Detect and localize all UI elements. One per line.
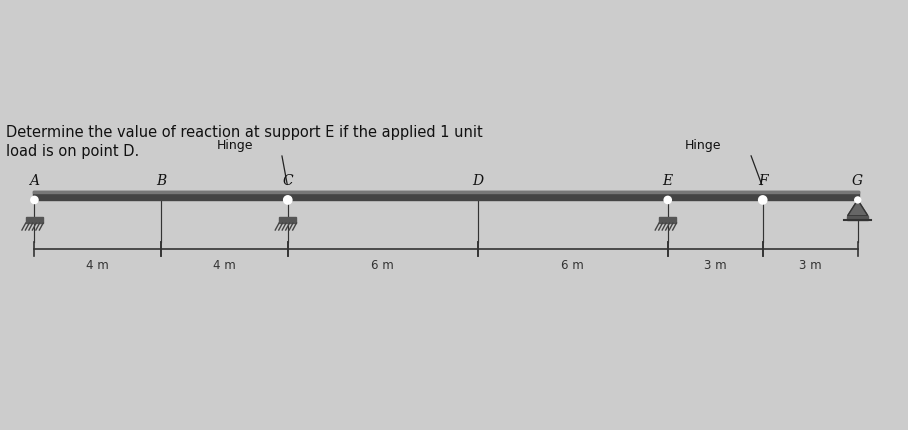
Text: 4 m: 4 m xyxy=(86,258,109,271)
Text: A: A xyxy=(29,174,39,188)
Circle shape xyxy=(31,197,38,204)
Bar xyxy=(33,192,859,200)
Text: G: G xyxy=(853,174,864,188)
Text: 4 m: 4 m xyxy=(213,258,236,271)
Text: D: D xyxy=(472,174,483,188)
Circle shape xyxy=(665,197,671,204)
Bar xyxy=(659,218,676,224)
Circle shape xyxy=(284,197,291,204)
Bar xyxy=(33,192,859,194)
Circle shape xyxy=(759,197,766,204)
Text: B: B xyxy=(156,174,166,188)
Text: Hinge: Hinge xyxy=(685,139,722,152)
Bar xyxy=(279,218,297,224)
Bar xyxy=(847,216,868,221)
Text: 6 m: 6 m xyxy=(561,258,584,271)
Text: E: E xyxy=(663,174,673,188)
Text: Hinge: Hinge xyxy=(216,139,253,152)
Circle shape xyxy=(854,198,861,203)
Text: 3 m: 3 m xyxy=(799,258,822,271)
Text: Determine the value of reaction at support E if the applied 1 unit: Determine the value of reaction at suppo… xyxy=(6,125,483,140)
Text: C: C xyxy=(282,174,293,188)
Text: 6 m: 6 m xyxy=(371,258,394,271)
Polygon shape xyxy=(847,200,868,216)
Text: 3 m: 3 m xyxy=(704,258,726,271)
Bar xyxy=(25,218,44,224)
Text: F: F xyxy=(758,174,767,188)
Circle shape xyxy=(284,197,291,204)
Text: load is on point D.: load is on point D. xyxy=(6,144,139,159)
